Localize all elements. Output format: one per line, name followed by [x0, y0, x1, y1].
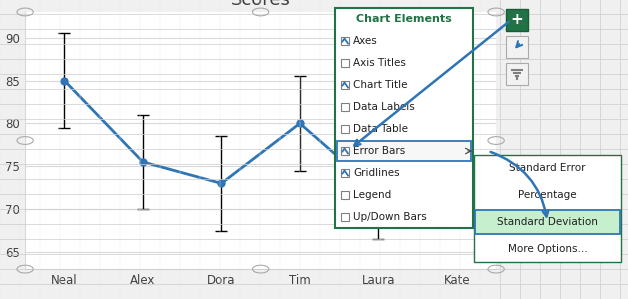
Text: Chart Elements: Chart Elements: [356, 14, 452, 24]
FancyBboxPatch shape: [341, 37, 349, 45]
FancyBboxPatch shape: [341, 103, 349, 111]
Text: Up/Down Bars: Up/Down Bars: [353, 212, 427, 222]
FancyBboxPatch shape: [335, 8, 473, 228]
FancyBboxPatch shape: [506, 36, 528, 58]
Text: More Options...: More Options...: [507, 244, 587, 254]
Text: Standard Error: Standard Error: [509, 163, 586, 173]
FancyBboxPatch shape: [341, 169, 349, 177]
FancyBboxPatch shape: [337, 141, 471, 161]
FancyBboxPatch shape: [506, 63, 528, 85]
FancyBboxPatch shape: [341, 81, 349, 89]
Title: Scores: Scores: [230, 0, 291, 9]
FancyBboxPatch shape: [475, 210, 620, 234]
Text: Axes: Axes: [353, 36, 378, 46]
Text: Axis Titles: Axis Titles: [353, 58, 406, 68]
Text: Percentage: Percentage: [518, 190, 577, 200]
Text: +: +: [511, 13, 523, 28]
Text: Standard Deviation: Standard Deviation: [497, 217, 598, 227]
FancyBboxPatch shape: [341, 125, 349, 133]
Text: Data Labels: Data Labels: [353, 102, 414, 112]
FancyBboxPatch shape: [341, 213, 349, 221]
Text: Error Bars: Error Bars: [353, 146, 405, 156]
FancyBboxPatch shape: [341, 147, 349, 155]
Text: Gridlines: Gridlines: [353, 168, 399, 178]
Text: Data Table: Data Table: [353, 124, 408, 134]
FancyBboxPatch shape: [341, 59, 349, 67]
FancyBboxPatch shape: [474, 155, 621, 262]
FancyBboxPatch shape: [341, 191, 349, 199]
Text: Legend: Legend: [353, 190, 391, 200]
Text: Chart Title: Chart Title: [353, 80, 408, 90]
FancyBboxPatch shape: [506, 9, 528, 31]
